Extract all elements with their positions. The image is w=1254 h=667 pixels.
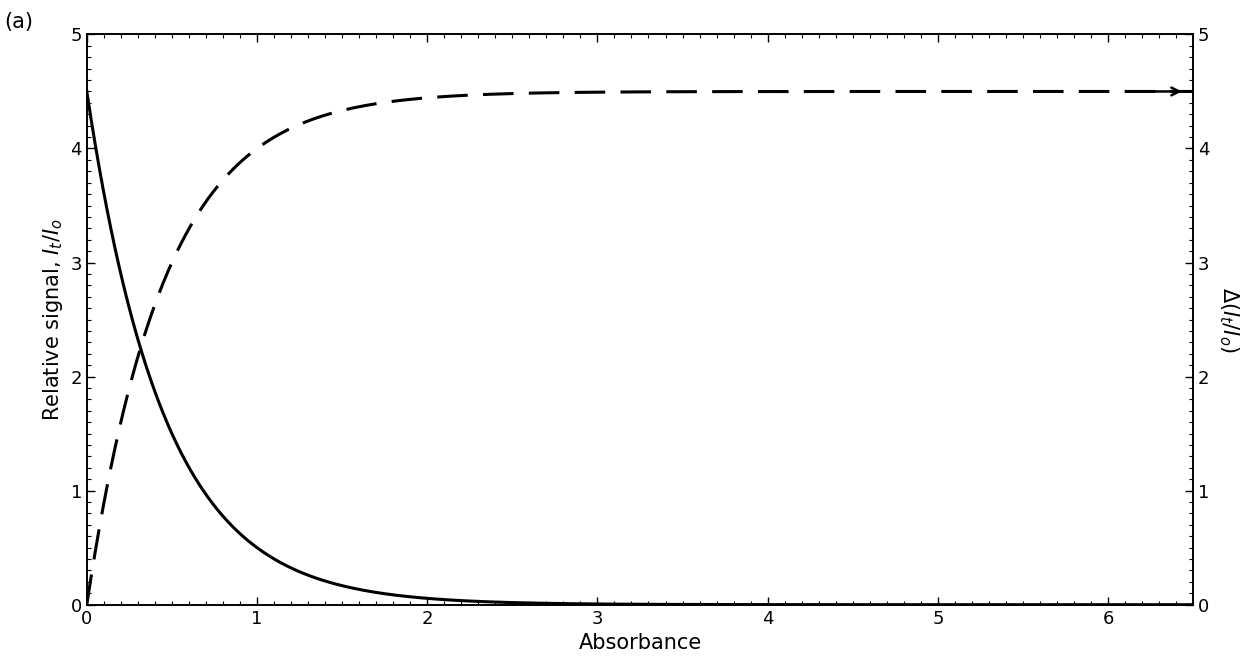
Text: (a): (a) bbox=[4, 11, 33, 31]
X-axis label: Absorbance: Absorbance bbox=[578, 633, 701, 653]
Y-axis label: Relative signal, $I_t$/$I_o$: Relative signal, $I_t$/$I_o$ bbox=[41, 218, 65, 421]
Y-axis label: $\Delta$($I_t$/$I_o$): $\Delta$($I_t$/$I_o$) bbox=[1216, 287, 1240, 353]
